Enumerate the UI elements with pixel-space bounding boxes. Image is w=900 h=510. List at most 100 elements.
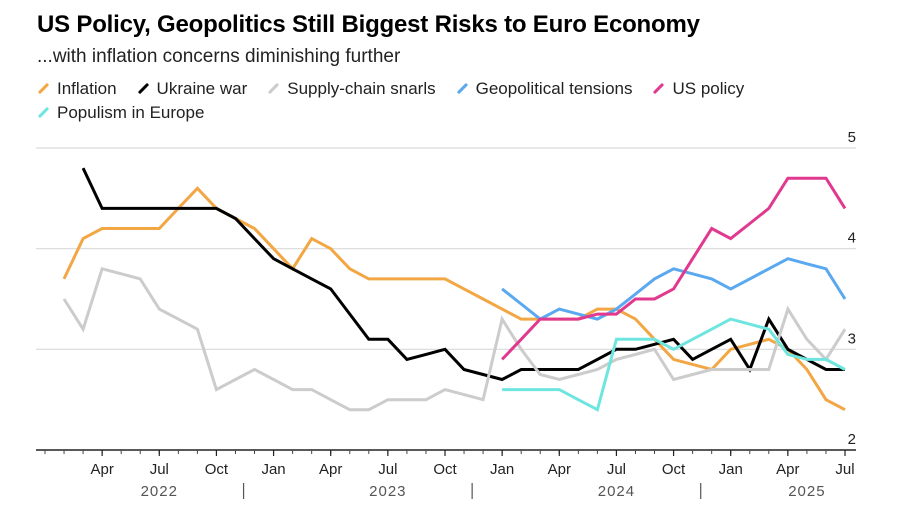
- data-point: [482, 298, 485, 301]
- data-point: [615, 338, 618, 341]
- data-point: [577, 313, 580, 316]
- data-point: [329, 398, 332, 401]
- data-point: [806, 177, 809, 180]
- data-point: [520, 348, 523, 351]
- data-point: [577, 398, 580, 401]
- data-point: [577, 373, 580, 376]
- data-point: [158, 308, 161, 311]
- data-point: [767, 207, 770, 210]
- data-point: [825, 368, 828, 371]
- data-point: [615, 313, 618, 316]
- data-point: [691, 338, 694, 341]
- data-point: [539, 373, 542, 376]
- data-point: [748, 343, 751, 346]
- data-point: [653, 343, 656, 346]
- data-point: [101, 267, 104, 270]
- year-label: 2022: [141, 483, 178, 500]
- data-point: [748, 368, 751, 371]
- legend-label: US policy: [672, 78, 745, 98]
- data-point: [825, 177, 828, 180]
- data-point: [234, 217, 237, 220]
- data-point: [482, 398, 485, 401]
- series-line: [81, 167, 845, 382]
- data-point: [767, 267, 770, 270]
- data-point: [577, 368, 580, 371]
- x-tick-label: Jul: [150, 461, 169, 478]
- x-tick-label: Apr: [548, 461, 571, 478]
- data-point: [691, 257, 694, 260]
- data-point: [634, 318, 637, 321]
- data-point: [558, 368, 561, 371]
- data-point: [196, 328, 199, 331]
- legend-item: Supply-chain snarls: [267, 78, 436, 99]
- data-point: [558, 318, 561, 321]
- data-point: [710, 277, 713, 280]
- data-point: [844, 328, 847, 331]
- y-tick-label: 5: [848, 129, 856, 146]
- data-point: [806, 368, 809, 371]
- data-point: [501, 388, 504, 391]
- x-tick-label: Apr: [319, 461, 342, 478]
- data-point: [710, 227, 713, 230]
- data-point: [348, 267, 351, 270]
- data-point: [786, 348, 789, 351]
- data-point: [291, 388, 294, 391]
- y-tick-label: 4: [848, 230, 856, 247]
- data-point: [367, 408, 370, 411]
- data-point: [348, 408, 351, 411]
- data-point: [444, 388, 447, 391]
- data-point: [272, 378, 275, 381]
- data-point: [786, 308, 789, 311]
- data-point: [367, 338, 370, 341]
- data-point: [653, 348, 656, 351]
- data-point: [653, 277, 656, 280]
- data-point: [806, 338, 809, 341]
- legend: Inflation Ukraine war Supply-chain snarls G…: [37, 78, 887, 123]
- legend-item: US policy: [652, 78, 744, 99]
- x-tick-label: Apr: [90, 461, 113, 478]
- data-point: [596, 368, 599, 371]
- data-point: [406, 398, 409, 401]
- data-point: [520, 318, 523, 321]
- x-tick-label: Jan: [490, 461, 514, 478]
- year-label: 2024: [598, 483, 635, 500]
- year-label: 2025: [788, 483, 825, 500]
- data-point: [501, 308, 504, 311]
- data-point: [806, 358, 809, 361]
- x-tick-label: Oct: [662, 461, 686, 478]
- data-point: [786, 353, 789, 356]
- x-tick-label: Jul: [607, 461, 626, 478]
- data-point: [729, 348, 732, 351]
- data-point: [672, 267, 675, 270]
- data-point: [139, 227, 142, 230]
- series-line: [501, 257, 847, 321]
- data-point: [729, 318, 732, 321]
- data-point: [596, 308, 599, 311]
- data-point: [558, 308, 561, 311]
- data-point: [539, 318, 542, 321]
- data-point: [691, 373, 694, 376]
- data-point: [82, 237, 85, 240]
- data-point: [767, 338, 770, 341]
- legend-label: Geopolitical tensions: [475, 78, 633, 98]
- data-point: [177, 207, 180, 210]
- x-tick-label: Apr: [776, 461, 799, 478]
- data-point: [729, 368, 732, 371]
- x-tick-label: Jul: [378, 461, 397, 478]
- data-point: [767, 328, 770, 331]
- data-point: [729, 288, 732, 291]
- data-point: [272, 247, 275, 250]
- data-point: [710, 328, 713, 331]
- data-point: [596, 408, 599, 411]
- data-point: [386, 398, 389, 401]
- data-point: [386, 277, 389, 280]
- data-point: [729, 338, 732, 341]
- data-point: [196, 187, 199, 190]
- data-point: [825, 398, 828, 401]
- data-point: [634, 338, 637, 341]
- x-tick-label: Oct: [433, 461, 457, 478]
- legend-label: Supply-chain snarls: [287, 78, 436, 98]
- data-point: [672, 358, 675, 361]
- data-point: [425, 398, 428, 401]
- data-point: [82, 328, 85, 331]
